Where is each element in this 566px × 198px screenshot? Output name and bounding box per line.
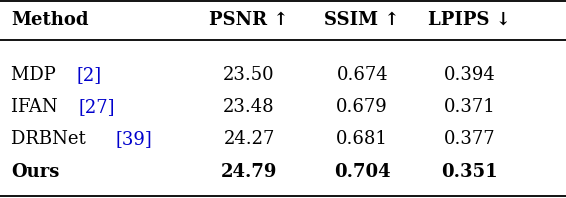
Text: 23.50: 23.50 xyxy=(223,66,275,84)
Text: [39]: [39] xyxy=(115,130,152,148)
Text: SSIM ↑: SSIM ↑ xyxy=(324,11,400,29)
Text: 24.79: 24.79 xyxy=(221,163,277,181)
Text: 0.371: 0.371 xyxy=(444,98,496,116)
Text: MDP: MDP xyxy=(11,66,62,84)
Text: [2]: [2] xyxy=(76,66,102,84)
Text: Ours: Ours xyxy=(11,163,59,181)
Text: PSNR ↑: PSNR ↑ xyxy=(209,11,289,29)
Text: 0.679: 0.679 xyxy=(336,98,388,116)
Text: Method: Method xyxy=(11,11,89,29)
Text: 0.704: 0.704 xyxy=(334,163,391,181)
Text: 0.674: 0.674 xyxy=(336,66,388,84)
Text: 0.377: 0.377 xyxy=(444,130,496,148)
Text: 0.394: 0.394 xyxy=(444,66,496,84)
Text: DRBNet: DRBNet xyxy=(11,130,92,148)
Text: [27]: [27] xyxy=(79,98,115,116)
Text: LPIPS ↓: LPIPS ↓ xyxy=(428,11,511,29)
Text: 0.351: 0.351 xyxy=(441,163,498,181)
Text: IFAN: IFAN xyxy=(11,98,64,116)
Text: 23.48: 23.48 xyxy=(223,98,275,116)
Text: 24.27: 24.27 xyxy=(224,130,275,148)
Text: 0.681: 0.681 xyxy=(336,130,388,148)
